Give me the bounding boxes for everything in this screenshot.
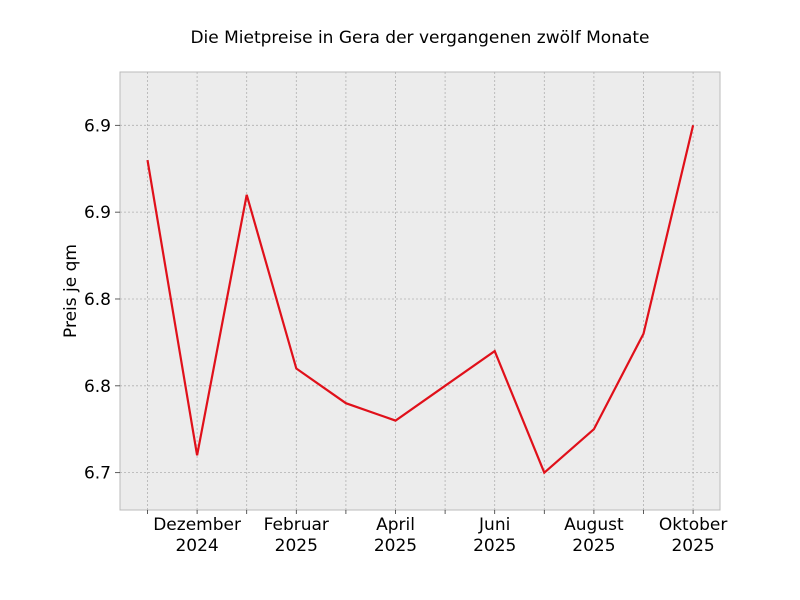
grid: [120, 72, 720, 510]
x-tick-label: Oktober 2025: [659, 515, 728, 556]
chart-title: Die Mietpreise in Gera der vergangenen z…: [190, 28, 649, 48]
y-axis-label: Preis je qm: [61, 244, 81, 338]
y-tick-label: 6.9: [84, 116, 111, 136]
series-layer: [146, 125, 695, 475]
x-tick-label: April 2025: [374, 515, 417, 556]
x-tick-label: Juni 2025: [473, 515, 516, 556]
plot-area: [119, 71, 721, 511]
x-tick-label: Februar 2025: [264, 515, 329, 556]
x-tick-label: Dezember 2024: [153, 515, 241, 556]
axis-ticks: Dezember 2024 Februar 2025 April 2025 Juni 2025…: [84, 116, 727, 556]
series-line: [146, 125, 695, 475]
y-tick-label: 6.8: [84, 290, 111, 310]
y-tick-label: 6.7: [84, 464, 111, 484]
y-tick-label: 6.8: [84, 377, 111, 397]
x-tick-label: August 2025: [564, 515, 624, 556]
y-tick-label: 6.9: [84, 203, 111, 223]
